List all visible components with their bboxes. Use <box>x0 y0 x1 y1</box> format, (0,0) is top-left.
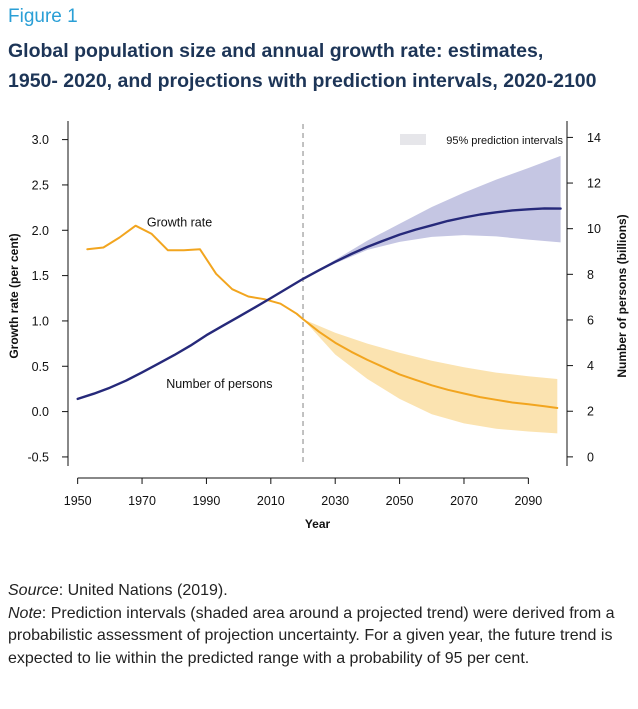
left-axis-tick-label: 3.0 <box>32 133 49 147</box>
note: Note: Prediction intervals (shaded area … <box>8 603 633 671</box>
x-axis-tick-label: 2070 <box>450 494 478 508</box>
right-axis-tick-label: 14 <box>587 131 601 145</box>
series-lines <box>76 207 562 409</box>
left-axis-title: Growth rate (per cent) <box>7 233 21 358</box>
note-label: Note <box>8 604 42 622</box>
left-axis-tick-label: 1.5 <box>32 269 49 283</box>
left-axis-tick-label: 0.0 <box>32 405 49 419</box>
prediction-band-number-of-persons <box>303 155 561 279</box>
right-axis-tick-label: 4 <box>587 359 594 373</box>
legend-swatch <box>400 134 426 145</box>
right-axis-tick-label: 6 <box>587 313 594 327</box>
left-axis-tick-label: 2.0 <box>32 224 49 238</box>
right-axis-tick-label: 10 <box>587 222 601 236</box>
x-axis-tick-label: 2050 <box>386 494 414 508</box>
chart: -0.5 0.0 0.5 1.0 1.5 2.0 2.5 3.0 0 2 4 6 8 10 12 14 1950… <box>7 121 629 531</box>
figure-label: Figure 1 <box>8 6 78 27</box>
annotations: Growth rate Number of persons <box>147 216 273 391</box>
x-axis-title: Year <box>305 517 331 531</box>
right-axis-tick-label: 0 <box>587 450 594 464</box>
source-label: Source <box>8 582 59 599</box>
right-axis-tick-label: 12 <box>587 177 601 191</box>
axes: -0.5 0.0 0.5 1.0 1.5 2.0 2.5 3.0 0 2 4 6 8 10 12 14 1950… <box>7 121 629 531</box>
annotation-number-of-persons: Number of persons <box>166 377 272 391</box>
right-axis-tick-label: 2 <box>587 405 594 419</box>
series-line-growth-rate <box>86 224 559 409</box>
right-axis-tick-label: 8 <box>587 268 594 282</box>
x-axis-tick-label: 2010 <box>257 494 285 508</box>
series-line-number-of-persons <box>76 207 562 401</box>
source-note: Source: United Nations (2019). <box>8 580 633 603</box>
x-axis-tick-label: 1990 <box>193 494 221 508</box>
x-axis-tick-label: 1950 <box>64 494 92 508</box>
x-axis-tick-label: 2030 <box>321 494 349 508</box>
legend: 95% prediction intervals <box>400 134 563 147</box>
x-axis-tick-label: 2090 <box>514 494 542 508</box>
legend-label: 95% prediction intervals <box>446 135 563 147</box>
right-axis-title: Number of persons (billions) <box>615 214 629 377</box>
chart-title: Global population size and annual growth… <box>8 36 633 96</box>
left-axis-tick-label: 2.5 <box>32 178 49 192</box>
chart-title-line-1: Global population size and annual growth… <box>8 40 544 62</box>
chart-title-line-2: 1950- 2020, and projections with predict… <box>8 70 597 92</box>
prediction-band-growth-rate <box>303 319 558 434</box>
footer-notes: Source: United Nations (2019). Note: Pre… <box>8 580 633 670</box>
left-axis-tick-label: 1.0 <box>32 314 49 328</box>
left-axis-tick-label: -0.5 <box>27 450 49 464</box>
prediction-bands <box>303 155 561 434</box>
annotation-growth-rate: Growth rate <box>147 216 212 230</box>
left-axis-tick-label: 0.5 <box>32 360 49 374</box>
source-text: : United Nations (2019). <box>58 582 228 599</box>
x-axis-tick-label: 1970 <box>128 494 156 508</box>
note-text: : Prediction intervals (shaded area arou… <box>8 604 615 667</box>
